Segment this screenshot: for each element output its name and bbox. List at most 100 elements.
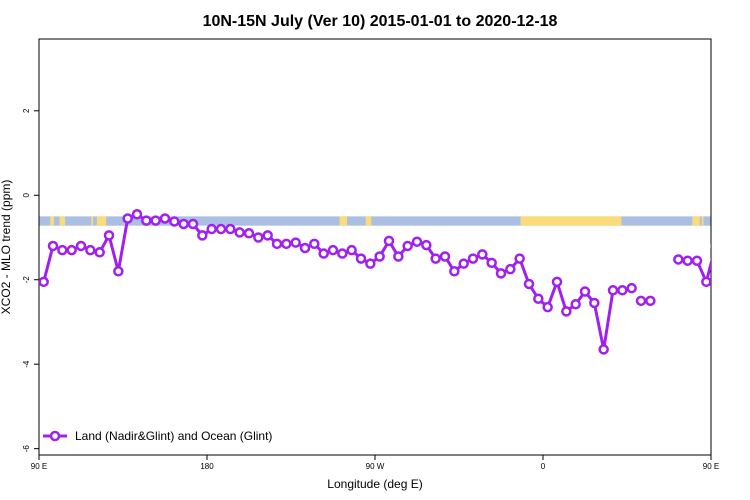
data-point xyxy=(234,227,245,238)
map-land-segment xyxy=(520,216,622,226)
data-point xyxy=(449,266,460,277)
data-point xyxy=(187,218,199,230)
y-axis: 2 0 -2 -4 -6 xyxy=(22,108,39,452)
data-point xyxy=(730,246,738,254)
data-point xyxy=(439,251,451,262)
data-point xyxy=(393,251,404,262)
x-tick-label: 90 E xyxy=(703,462,719,471)
data-point xyxy=(710,243,711,249)
series-line xyxy=(42,212,633,351)
data-point xyxy=(486,257,497,269)
data-point xyxy=(57,244,68,256)
legend: Land (Nadir&Glint) and Ocean (Glint) xyxy=(43,429,272,443)
data-point xyxy=(327,244,339,256)
data-point xyxy=(271,238,283,250)
data-point xyxy=(701,276,711,288)
data-point xyxy=(617,285,628,296)
data-point xyxy=(355,253,367,264)
data-point xyxy=(626,282,637,294)
data-point xyxy=(243,228,255,239)
series-group xyxy=(39,209,748,355)
data-point xyxy=(206,223,217,235)
data-point xyxy=(318,248,329,259)
x-tick-label: 90 W xyxy=(366,462,385,471)
data-point xyxy=(458,258,469,269)
data-point xyxy=(421,239,432,251)
data-point xyxy=(411,236,423,247)
map-land-segment xyxy=(365,216,372,226)
data-point xyxy=(141,215,152,226)
x-tick-label: 180 xyxy=(200,462,214,471)
data-point xyxy=(477,249,488,260)
data-point xyxy=(39,276,49,288)
y-tick-label: -6 xyxy=(22,445,31,453)
data-point xyxy=(561,306,572,317)
data-point xyxy=(467,253,479,264)
data-point xyxy=(281,238,292,250)
data-point xyxy=(215,223,227,235)
data-point xyxy=(47,240,59,252)
data-point xyxy=(66,244,77,256)
legend-marker-swatch xyxy=(49,430,61,442)
data-point xyxy=(579,286,591,297)
data-point xyxy=(635,295,647,307)
series-layer xyxy=(39,209,748,355)
map-band xyxy=(39,216,711,226)
data-point xyxy=(113,266,124,277)
legend-label: Land (Nadir&Glint) and Ocean (Glint) xyxy=(75,429,272,443)
data-point xyxy=(430,253,441,264)
data-point xyxy=(159,213,171,224)
data-point xyxy=(299,242,311,254)
data-point xyxy=(740,242,748,250)
map-land-segment xyxy=(91,216,94,226)
data-point xyxy=(262,230,273,241)
data-point xyxy=(542,301,553,313)
data-point xyxy=(178,218,189,230)
data-point xyxy=(505,263,516,275)
y-tick-label: -2 xyxy=(22,276,31,284)
y-tick-label: 2 xyxy=(22,108,31,113)
data-point xyxy=(169,216,180,227)
data-point xyxy=(721,246,729,254)
data-point xyxy=(365,258,376,269)
data-point xyxy=(337,248,348,259)
data-point xyxy=(645,295,656,307)
data-point xyxy=(103,230,115,241)
x-tick-label: 90 E xyxy=(31,462,47,471)
data-point xyxy=(523,278,535,290)
data-point xyxy=(589,297,600,309)
data-point xyxy=(551,276,563,288)
data-point xyxy=(309,238,320,250)
data-point xyxy=(346,244,357,256)
data-point xyxy=(374,251,385,262)
y-axis-label: XCO2 - MLO trend (ppm) xyxy=(0,180,13,315)
data-point xyxy=(598,344,609,355)
map-land-segment xyxy=(96,216,107,226)
map-land-segment xyxy=(50,216,54,226)
data-point xyxy=(85,244,96,256)
data-point xyxy=(691,255,703,266)
x-axis: 90 E 180 90 W 0 90 E xyxy=(31,455,719,471)
data-point xyxy=(150,215,161,226)
data-point xyxy=(225,223,236,235)
data-point xyxy=(94,247,105,258)
y-tick-label: -4 xyxy=(22,360,31,368)
chart-title: 10N-15N July (Ver 10) 2015-01-01 to 2020… xyxy=(203,13,558,30)
data-point xyxy=(122,213,133,224)
data-point xyxy=(607,285,619,296)
map-land-segment xyxy=(59,216,66,226)
data-point xyxy=(75,240,87,252)
data-point xyxy=(682,255,693,266)
data-point xyxy=(570,298,581,310)
data-point xyxy=(673,254,684,265)
map-ocean-band xyxy=(39,216,711,226)
data-point xyxy=(514,253,525,264)
map-land-segment xyxy=(701,216,704,226)
data-point xyxy=(197,230,208,241)
map-land-segment xyxy=(692,216,700,226)
y-tick-label: 0 xyxy=(22,192,31,197)
plot-frame xyxy=(38,38,712,456)
data-point xyxy=(131,209,143,220)
data-point xyxy=(533,293,544,304)
